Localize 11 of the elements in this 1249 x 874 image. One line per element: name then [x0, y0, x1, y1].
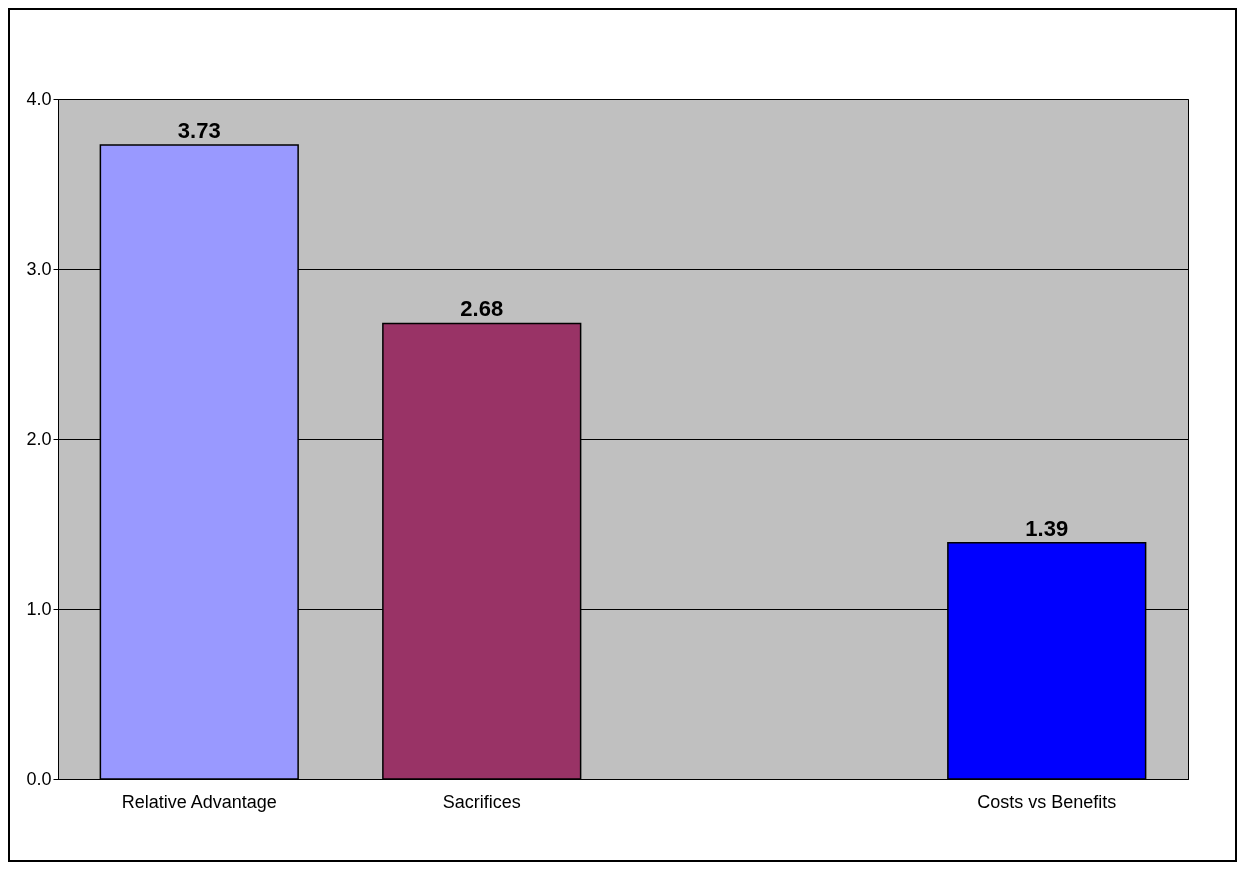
data-label: 3.73	[177, 117, 221, 143]
data-label: 1.39	[1025, 515, 1069, 541]
x-tick-label: Sacrifices	[442, 791, 521, 812]
data-label: 2.68	[460, 296, 504, 322]
y-tick-label: 0.0	[26, 768, 52, 789]
y-tick-label: 3.0	[26, 258, 52, 279]
x-tick-label: Relative Advantage	[121, 791, 277, 812]
x-tick-label: Costs vs Benefits	[977, 791, 1117, 812]
y-tick-label: 1.0	[26, 598, 52, 619]
y-tick-label: 4.0	[26, 88, 52, 109]
y-tick-label: 2.0	[26, 428, 52, 449]
